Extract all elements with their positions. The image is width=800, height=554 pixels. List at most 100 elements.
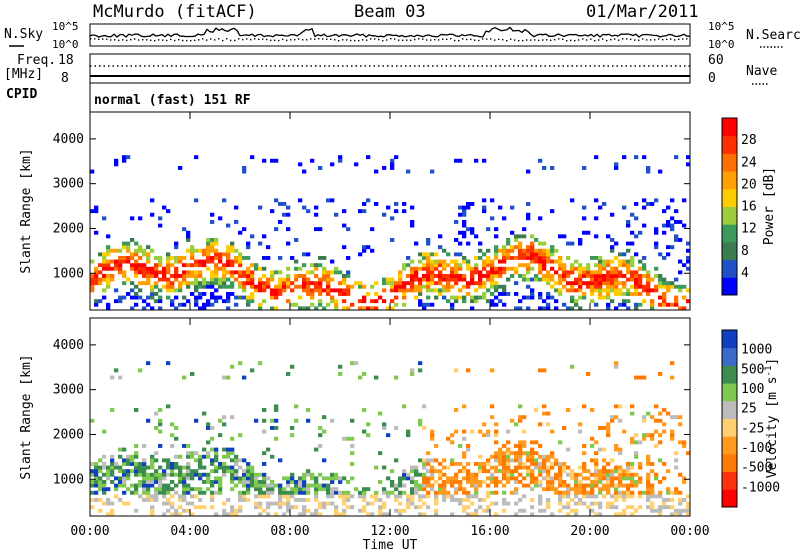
noise-search-point <box>590 38 592 40</box>
scatter-cell <box>630 436 635 441</box>
scatter-cell <box>338 364 343 369</box>
scatter-cell <box>102 490 107 495</box>
scatter-cell <box>438 487 443 492</box>
scatter-cell <box>658 302 663 307</box>
scatter-cell <box>146 245 151 250</box>
scatter-cell <box>646 281 651 286</box>
scatter-cell <box>314 274 319 278</box>
scatter-cell <box>566 512 571 517</box>
scatter-cell <box>262 494 267 499</box>
scatter-cell <box>330 288 335 293</box>
scatter-cell <box>102 501 107 506</box>
scatter-cell <box>362 372 367 376</box>
scatter-cell <box>634 472 639 477</box>
scatter-cell <box>578 270 583 275</box>
power-data <box>90 155 691 311</box>
scatter-cell <box>202 259 207 264</box>
scatter-cell <box>610 476 615 481</box>
scatter-cell <box>122 241 127 246</box>
scatter-cell <box>102 252 107 257</box>
scatter-cell <box>630 494 635 499</box>
noise-search-point <box>622 38 624 40</box>
scatter-cell <box>158 263 163 268</box>
scatter-cell <box>154 292 159 296</box>
xtick-label: 16:00 <box>470 524 509 539</box>
scatter-cell <box>446 480 451 484</box>
scatter-cell <box>334 487 339 492</box>
scatter-cell <box>222 281 227 286</box>
scatter-cell <box>658 440 663 445</box>
scatter-cell <box>290 302 295 307</box>
scatter-cell <box>518 252 523 257</box>
scatter-cell <box>366 245 371 250</box>
scatter-cell <box>490 415 495 420</box>
scatter-cell <box>534 259 539 264</box>
noise-traces <box>89 26 690 42</box>
scatter-cell <box>322 256 327 260</box>
scatter-cell <box>142 444 147 448</box>
scatter-cell <box>470 501 475 506</box>
scatter-cell <box>634 433 639 438</box>
scatter-cell <box>218 284 223 289</box>
scatter-cell <box>490 465 495 470</box>
scatter-cell <box>298 476 303 481</box>
scatter-cell <box>578 501 583 506</box>
scatter-cell <box>394 295 399 300</box>
scatter-cell <box>570 241 575 246</box>
scatter-cell <box>326 494 331 499</box>
scatter-cell <box>242 494 247 499</box>
scatter-cell <box>490 480 495 484</box>
scatter-cell <box>394 284 399 289</box>
scatter-cell <box>494 469 499 474</box>
scatter-cell <box>558 440 563 445</box>
scatter-cell <box>118 469 123 474</box>
scatter-cell <box>110 375 115 380</box>
scatter-cell <box>594 263 599 268</box>
scatter-cell <box>166 284 171 289</box>
scatter-cell <box>502 288 507 293</box>
scatter-cell <box>666 288 671 293</box>
scatter-cell <box>106 501 111 506</box>
scatter-cell <box>338 270 343 275</box>
scatter-cell <box>406 472 411 477</box>
scatter-cell <box>426 462 431 466</box>
scatter-cell <box>494 490 499 495</box>
scatter-cell <box>106 476 111 481</box>
scatter-cell <box>418 472 423 477</box>
noise-tick-right-low: 10^0 <box>708 38 735 51</box>
scatter-cell <box>502 469 507 474</box>
scatter-cell <box>414 274 419 278</box>
scatter-cell <box>510 245 515 250</box>
scatter-cell <box>226 295 231 300</box>
scatter-cell <box>562 462 567 466</box>
scatter-cell <box>658 274 663 278</box>
scatter-cell <box>218 216 223 221</box>
scatter-cell <box>606 263 611 268</box>
scatter-cell <box>630 259 635 264</box>
scatter-cell <box>150 480 155 484</box>
scatter-cell <box>522 415 527 420</box>
scatter-cell <box>242 480 247 484</box>
noise-search-point <box>450 38 452 40</box>
scatter-cell <box>126 256 131 260</box>
scatter-cell <box>486 429 491 434</box>
scatter-cell <box>646 458 651 463</box>
scatter-cell <box>246 302 251 307</box>
scatter-cell <box>506 241 511 246</box>
scatter-cell <box>350 451 355 456</box>
scatter-cell <box>530 277 535 282</box>
scatter-cell <box>482 433 487 438</box>
scatter-cell <box>126 241 131 246</box>
scatter-cell <box>306 408 311 412</box>
scatter-cell <box>394 498 399 502</box>
scatter-cell <box>554 458 559 463</box>
noise-search-point <box>634 39 636 41</box>
scatter-cell <box>378 498 383 502</box>
scatter-cell <box>358 508 363 513</box>
scatter-cell <box>486 433 491 438</box>
scatter-cell <box>98 469 103 474</box>
scatter-cell <box>334 288 339 293</box>
scatter-cell <box>206 487 211 492</box>
scatter-cell <box>606 501 611 506</box>
